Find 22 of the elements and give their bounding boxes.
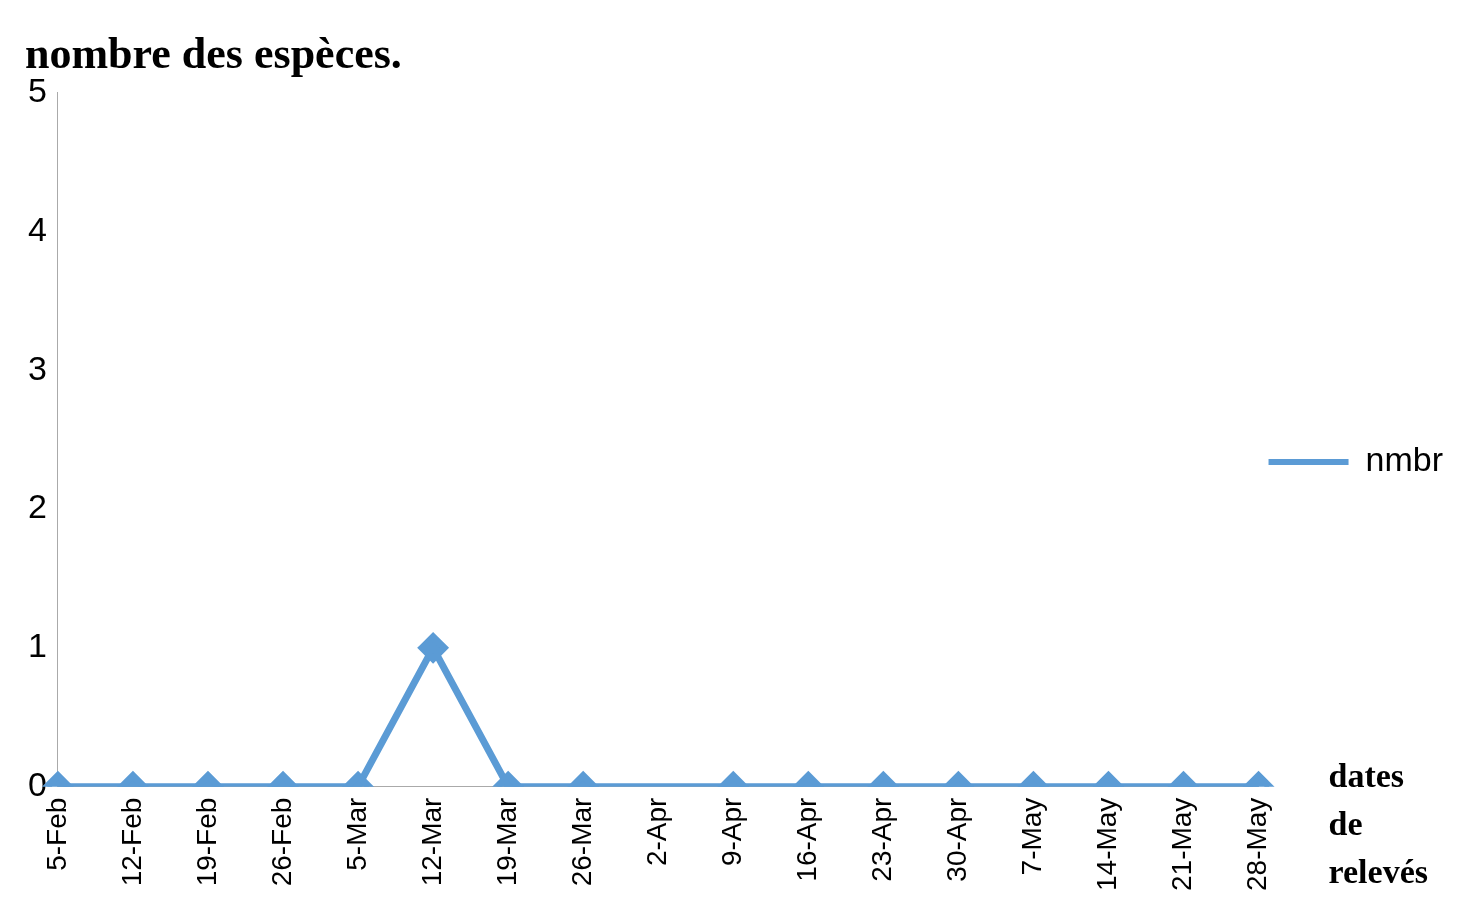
x-tick-label: 19-Mar [490,797,522,887]
x-tick-label: 12-Feb [115,797,147,887]
x-tick-label: 23-Apr [866,797,898,882]
x-tick-label: 19-Feb [190,797,222,887]
x-tick-label: 28-May [1241,797,1273,892]
x-tick-label: 21-May [1166,797,1198,892]
x-tick-label: 9-Apr [715,797,747,867]
x-tick-label: 12-Mar [415,797,447,887]
x-tick-label: 26-Feb [265,797,297,887]
x-tick-label: 7-May [1016,797,1048,876]
y-tick-label: 1 [27,626,47,665]
legend-label: nmbr [1365,440,1444,479]
x-tick-label: 14-May [1091,797,1123,892]
x-tick-label: 5-Mar [340,797,372,871]
x-tick-label: 16-Apr [791,797,823,882]
y-tick-label: 3 [27,348,47,387]
y-tick-label: 2 [27,487,47,526]
x-tick-label: 2-Apr [640,797,672,867]
x-axis-title: dates de relevés [1328,757,1428,891]
y-tick-label: 4 [27,209,47,248]
x-tick-label: 26-Mar [565,797,597,887]
x-tick-label: 30-Apr [941,797,973,882]
